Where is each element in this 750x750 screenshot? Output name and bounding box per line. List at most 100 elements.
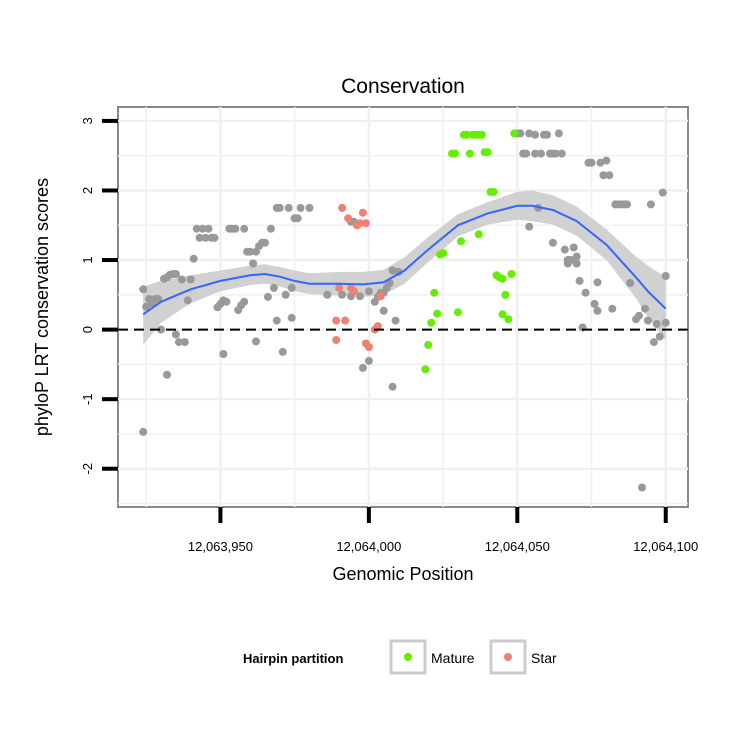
point-mature: [477, 130, 486, 139]
point-other: [195, 233, 204, 242]
y-axis-title: phyloP LRT conservation scores: [32, 178, 52, 436]
point-other: [171, 270, 180, 278]
point-other: [661, 272, 670, 280]
plot-panel: [117, 106, 689, 508]
chart-title: Conservation: [341, 75, 465, 98]
x-axis-title: Genomic Position: [332, 564, 473, 584]
point-other: [263, 292, 272, 301]
point-other: [142, 302, 151, 311]
point-other: [180, 338, 189, 347]
point-mature: [430, 288, 439, 297]
y-tick-label: 3: [80, 117, 95, 124]
point-mature: [507, 270, 516, 278]
legend-title: Hairpin partition: [243, 651, 343, 666]
point-mature: [504, 315, 513, 324]
point-mature: [474, 230, 483, 239]
point-other: [516, 129, 525, 138]
point-other: [641, 304, 649, 313]
point-mature: [510, 129, 519, 138]
point-other: [284, 203, 293, 212]
point-other: [219, 350, 228, 358]
point-star: [350, 287, 358, 296]
point-mature: [424, 340, 433, 349]
smooth-curve: [142, 204, 667, 316]
point-other: [249, 259, 258, 268]
point-other: [572, 259, 581, 268]
y-tick-label: 2: [80, 187, 95, 194]
point-other: [388, 382, 397, 391]
point-star: [376, 292, 385, 301]
point-other: [602, 156, 611, 165]
point-mature: [501, 290, 510, 299]
point-other: [543, 130, 551, 139]
point-mature: [433, 309, 442, 318]
point-other: [590, 299, 599, 308]
point-other: [287, 283, 296, 292]
point-other: [572, 252, 581, 261]
point-other: [623, 200, 632, 209]
y-tick-label: 1: [80, 256, 95, 263]
x-tick-label: 12,064,100: [633, 539, 698, 554]
point-other: [626, 279, 635, 287]
point-other: [638, 483, 646, 492]
point-other: [391, 316, 400, 325]
point-mature: [489, 187, 498, 196]
point-other: [139, 285, 148, 294]
point-other: [356, 292, 364, 301]
point-other: [649, 338, 658, 347]
point-other: [548, 238, 557, 247]
point-other: [569, 243, 578, 252]
point-star: [344, 214, 353, 223]
legend-swatch-mature: [404, 653, 412, 661]
point-other: [557, 149, 566, 158]
point-other: [566, 256, 575, 264]
point-other: [252, 337, 260, 346]
point-other: [305, 203, 314, 212]
point-other: [231, 224, 240, 233]
point-other: [531, 130, 540, 139]
legend-label-star: Star: [531, 650, 557, 666]
point-other: [560, 245, 569, 254]
point-other: [658, 188, 667, 197]
point-other: [635, 311, 643, 320]
confidence-band: [143, 190, 666, 345]
x-axis: 12,063,950 12,064,000 12,064,050 12,064,100: [188, 507, 698, 554]
y-tick-label: 0: [80, 326, 95, 333]
point-other: [275, 203, 284, 212]
point-star: [332, 316, 341, 325]
point-other: [364, 356, 373, 365]
x-tick-label: 12,064,050: [485, 539, 550, 554]
point-mature: [465, 149, 474, 158]
smooth-fit-line: [142, 204, 667, 316]
point-other: [269, 283, 278, 292]
point-other: [266, 224, 275, 233]
point-other: [605, 171, 614, 180]
legend-label-mature: Mature: [431, 650, 475, 666]
point-other: [296, 203, 305, 212]
point-star: [341, 316, 350, 325]
point-other: [183, 296, 192, 305]
point-other: [338, 290, 347, 299]
point-other: [358, 363, 367, 372]
y-tick-label: -2: [80, 463, 95, 475]
point-other: [287, 313, 296, 322]
point-star: [373, 322, 382, 331]
point-other: [210, 233, 219, 242]
point-other: [240, 297, 249, 306]
point-other: [587, 158, 596, 167]
point-star: [364, 343, 373, 351]
point-other: [192, 224, 201, 233]
point-star: [358, 208, 367, 217]
point-other: [323, 290, 332, 299]
point-other: [575, 276, 584, 285]
point-other: [189, 254, 198, 263]
legend-swatch-star: [504, 653, 512, 661]
x-tick-label: 12,064,000: [336, 539, 401, 554]
point-star: [361, 219, 370, 228]
point-mature: [451, 149, 459, 158]
point-other: [240, 224, 249, 233]
point-other: [174, 338, 183, 347]
point-other: [599, 171, 608, 180]
point-other: [522, 149, 531, 158]
